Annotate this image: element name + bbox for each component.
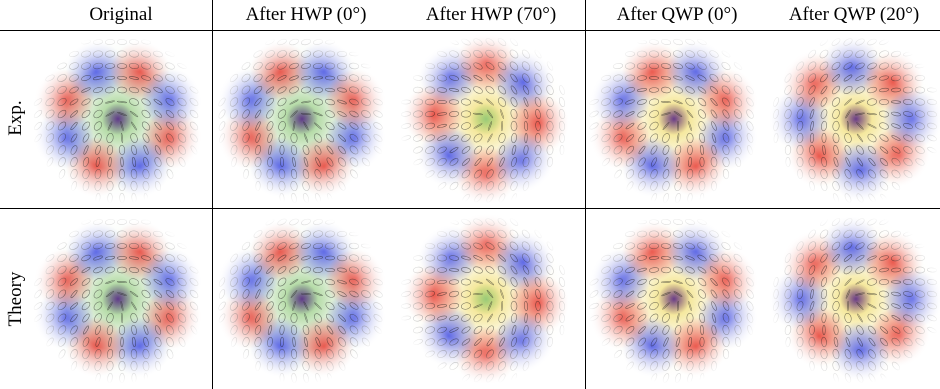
row-divider xyxy=(0,208,940,209)
panel-theory-qwp0 xyxy=(586,214,762,384)
column-title-hwp70: After HWP (70°) xyxy=(425,4,557,25)
row-label-exp: Exp. xyxy=(5,100,26,136)
panel-exp-hwp0 xyxy=(214,34,390,204)
panel-exp-qwp20 xyxy=(768,34,940,204)
panel-theory-hwp70 xyxy=(398,214,574,384)
panel-theory-original xyxy=(30,214,206,384)
column-divider-1 xyxy=(212,0,213,389)
column-title-qwp0: After QWP (0°) xyxy=(616,4,738,25)
column-title-original: Original xyxy=(89,4,153,25)
panel-exp-hwp70 xyxy=(398,34,574,204)
column-title-qwp20: After QWP (20°) xyxy=(788,4,920,25)
panel-exp-qwp0 xyxy=(586,34,762,204)
column-divider-2 xyxy=(585,0,586,389)
panel-theory-hwp0 xyxy=(214,214,390,384)
column-title-hwp0: After HWP (0°) xyxy=(245,4,367,25)
row-label-theory: Theory xyxy=(5,271,26,327)
panel-exp-original xyxy=(30,34,206,204)
panel-theory-qwp20 xyxy=(768,214,940,384)
header-divider xyxy=(0,30,940,31)
